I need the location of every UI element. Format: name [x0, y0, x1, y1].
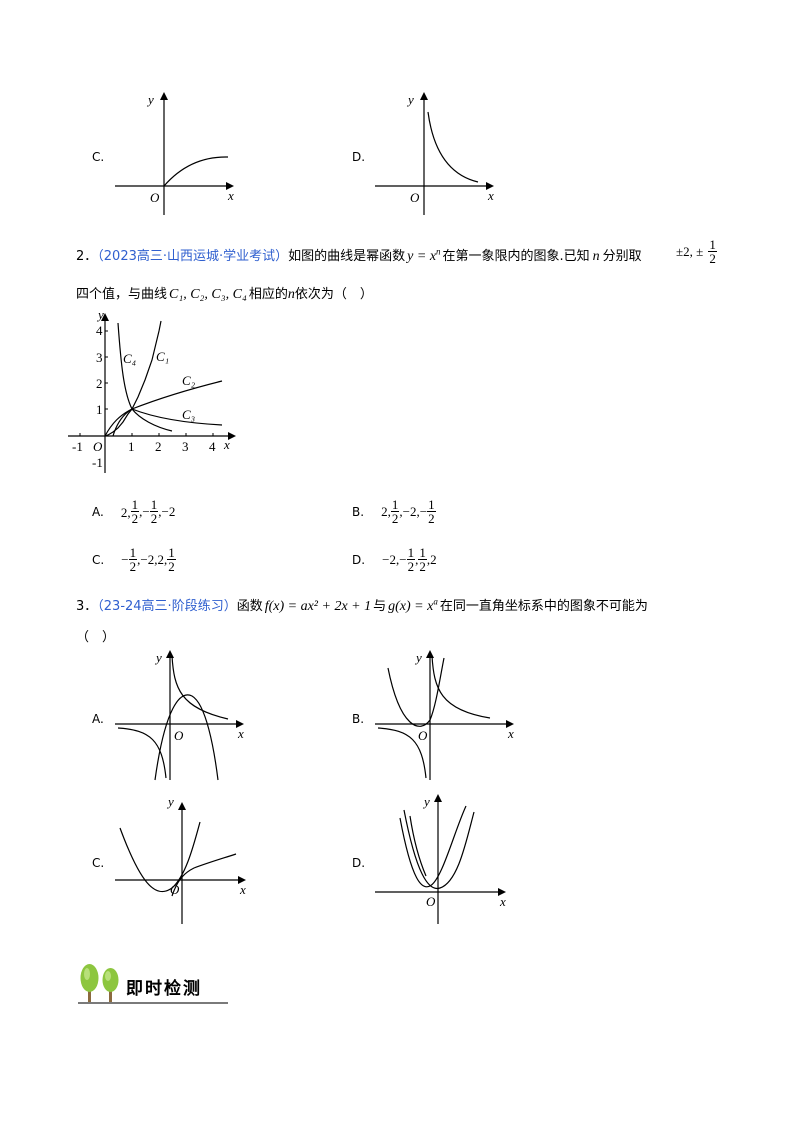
q3-g-formula: g(x) = xa — [388, 596, 438, 614]
y-axis-label: y — [146, 92, 154, 107]
svg-text:4: 4 — [209, 439, 216, 454]
q2-option-d[interactable]: D. −2,− 1 2, 1 2,2 — [352, 545, 437, 574]
svg-text:C₃: C₃ — [182, 407, 195, 422]
q2-formula: y = xn — [407, 246, 441, 264]
q2-option-b[interactable]: B. 2, 1 2 ,−2,− 1 2 — [352, 497, 436, 526]
q2-power-graph: -1 1 2 3 4 4 3 2 1 -1 y x O C₄ C₁ C₂ C₃ — [68, 307, 236, 473]
section-header: 即时检测 — [78, 962, 228, 1006]
svg-text:-1: -1 — [72, 439, 83, 454]
svg-text:x: x — [223, 437, 230, 452]
svg-text:O: O — [170, 882, 180, 897]
section-underline — [78, 1002, 228, 1004]
q2-number: 2． — [76, 249, 98, 264]
q3-graph-b: y x O — [375, 650, 514, 780]
q2-line1: 2．（2023高三·山西运城·学业考试）如图的曲线是幂函数 y = xn 在第一象限… — [76, 246, 642, 264]
svg-text:-1: -1 — [92, 455, 103, 470]
q1-graph-d: y x O — [375, 92, 494, 215]
curve-list: C₁, C₂, C₃, C₄ — [169, 287, 247, 302]
q3-option-b-label[interactable]: B. — [352, 712, 365, 726]
svg-text:y: y — [414, 650, 422, 665]
q3-graph-c: y x O — [115, 794, 246, 924]
tree-icon — [80, 964, 119, 1002]
svg-text:C₁: C₁ — [156, 349, 169, 364]
q3-option-c-label[interactable]: C. — [92, 856, 105, 870]
svg-text:3: 3 — [96, 350, 103, 365]
q3-option-d-label[interactable]: D. — [352, 856, 366, 870]
svg-text:O: O — [418, 728, 428, 743]
svg-text:O: O — [426, 894, 436, 909]
section-title: 即时检测 — [126, 979, 202, 999]
q2-option-c[interactable]: C. −1 2 ,−2,2, 1 2 — [92, 545, 176, 574]
svg-text:2: 2 — [155, 439, 162, 454]
svg-text:C₄: C₄ — [123, 351, 137, 366]
q2-line2: 四个值，与曲线 C₁, C₂, C₃, C₄ 相应的n依次为（ ） — [76, 287, 373, 302]
svg-text:x: x — [499, 894, 506, 909]
svg-text:1: 1 — [96, 402, 103, 417]
svg-text:x: x — [487, 188, 494, 203]
svg-text:x: x — [237, 726, 244, 741]
q3-graph-a: y x O — [115, 650, 244, 781]
q2-option-a[interactable]: A. 2, 1 2 ,− 1 2 ,−2 — [92, 497, 176, 526]
svg-text:1: 1 — [128, 439, 135, 454]
svg-text:2: 2 — [96, 376, 103, 391]
q3-paren: （ ） — [76, 630, 116, 645]
svg-text:3: 3 — [182, 439, 189, 454]
svg-text:y: y — [166, 794, 174, 809]
svg-text:x: x — [507, 726, 514, 741]
option-c-label: C. — [92, 150, 105, 164]
origin-label: O — [150, 190, 160, 205]
x-axis-label: x — [227, 188, 234, 203]
svg-text:O: O — [174, 728, 184, 743]
svg-text:y: y — [422, 794, 430, 809]
option-d-label: D. — [352, 150, 366, 164]
svg-text:O: O — [410, 190, 420, 205]
svg-text:4: 4 — [96, 323, 103, 338]
q3-number: 3． — [76, 599, 98, 614]
svg-text:C₂: C₂ — [182, 373, 196, 388]
q1-graph-c: y x O — [115, 92, 234, 215]
q3-f-formula: f(x) = ax² + 2x + 1 — [264, 599, 372, 614]
q3-option-a-label[interactable]: A. — [92, 712, 104, 726]
svg-text:O: O — [93, 439, 103, 454]
q2-source: （2023高三·山西运城·学业考试） — [97, 249, 289, 264]
svg-text:y: y — [154, 650, 162, 665]
svg-text:y: y — [406, 92, 414, 107]
svg-text:x: x — [239, 882, 246, 897]
q3-line1: 3．（23-24高三·阶段练习）函数 f(x) = ax² + 2x + 1 与 g(… — [76, 596, 648, 614]
q3-source: （23-24高三·阶段练习） — [97, 599, 237, 614]
svg-text:y: y — [96, 307, 104, 322]
q3-graph-d: y x O — [375, 794, 506, 924]
